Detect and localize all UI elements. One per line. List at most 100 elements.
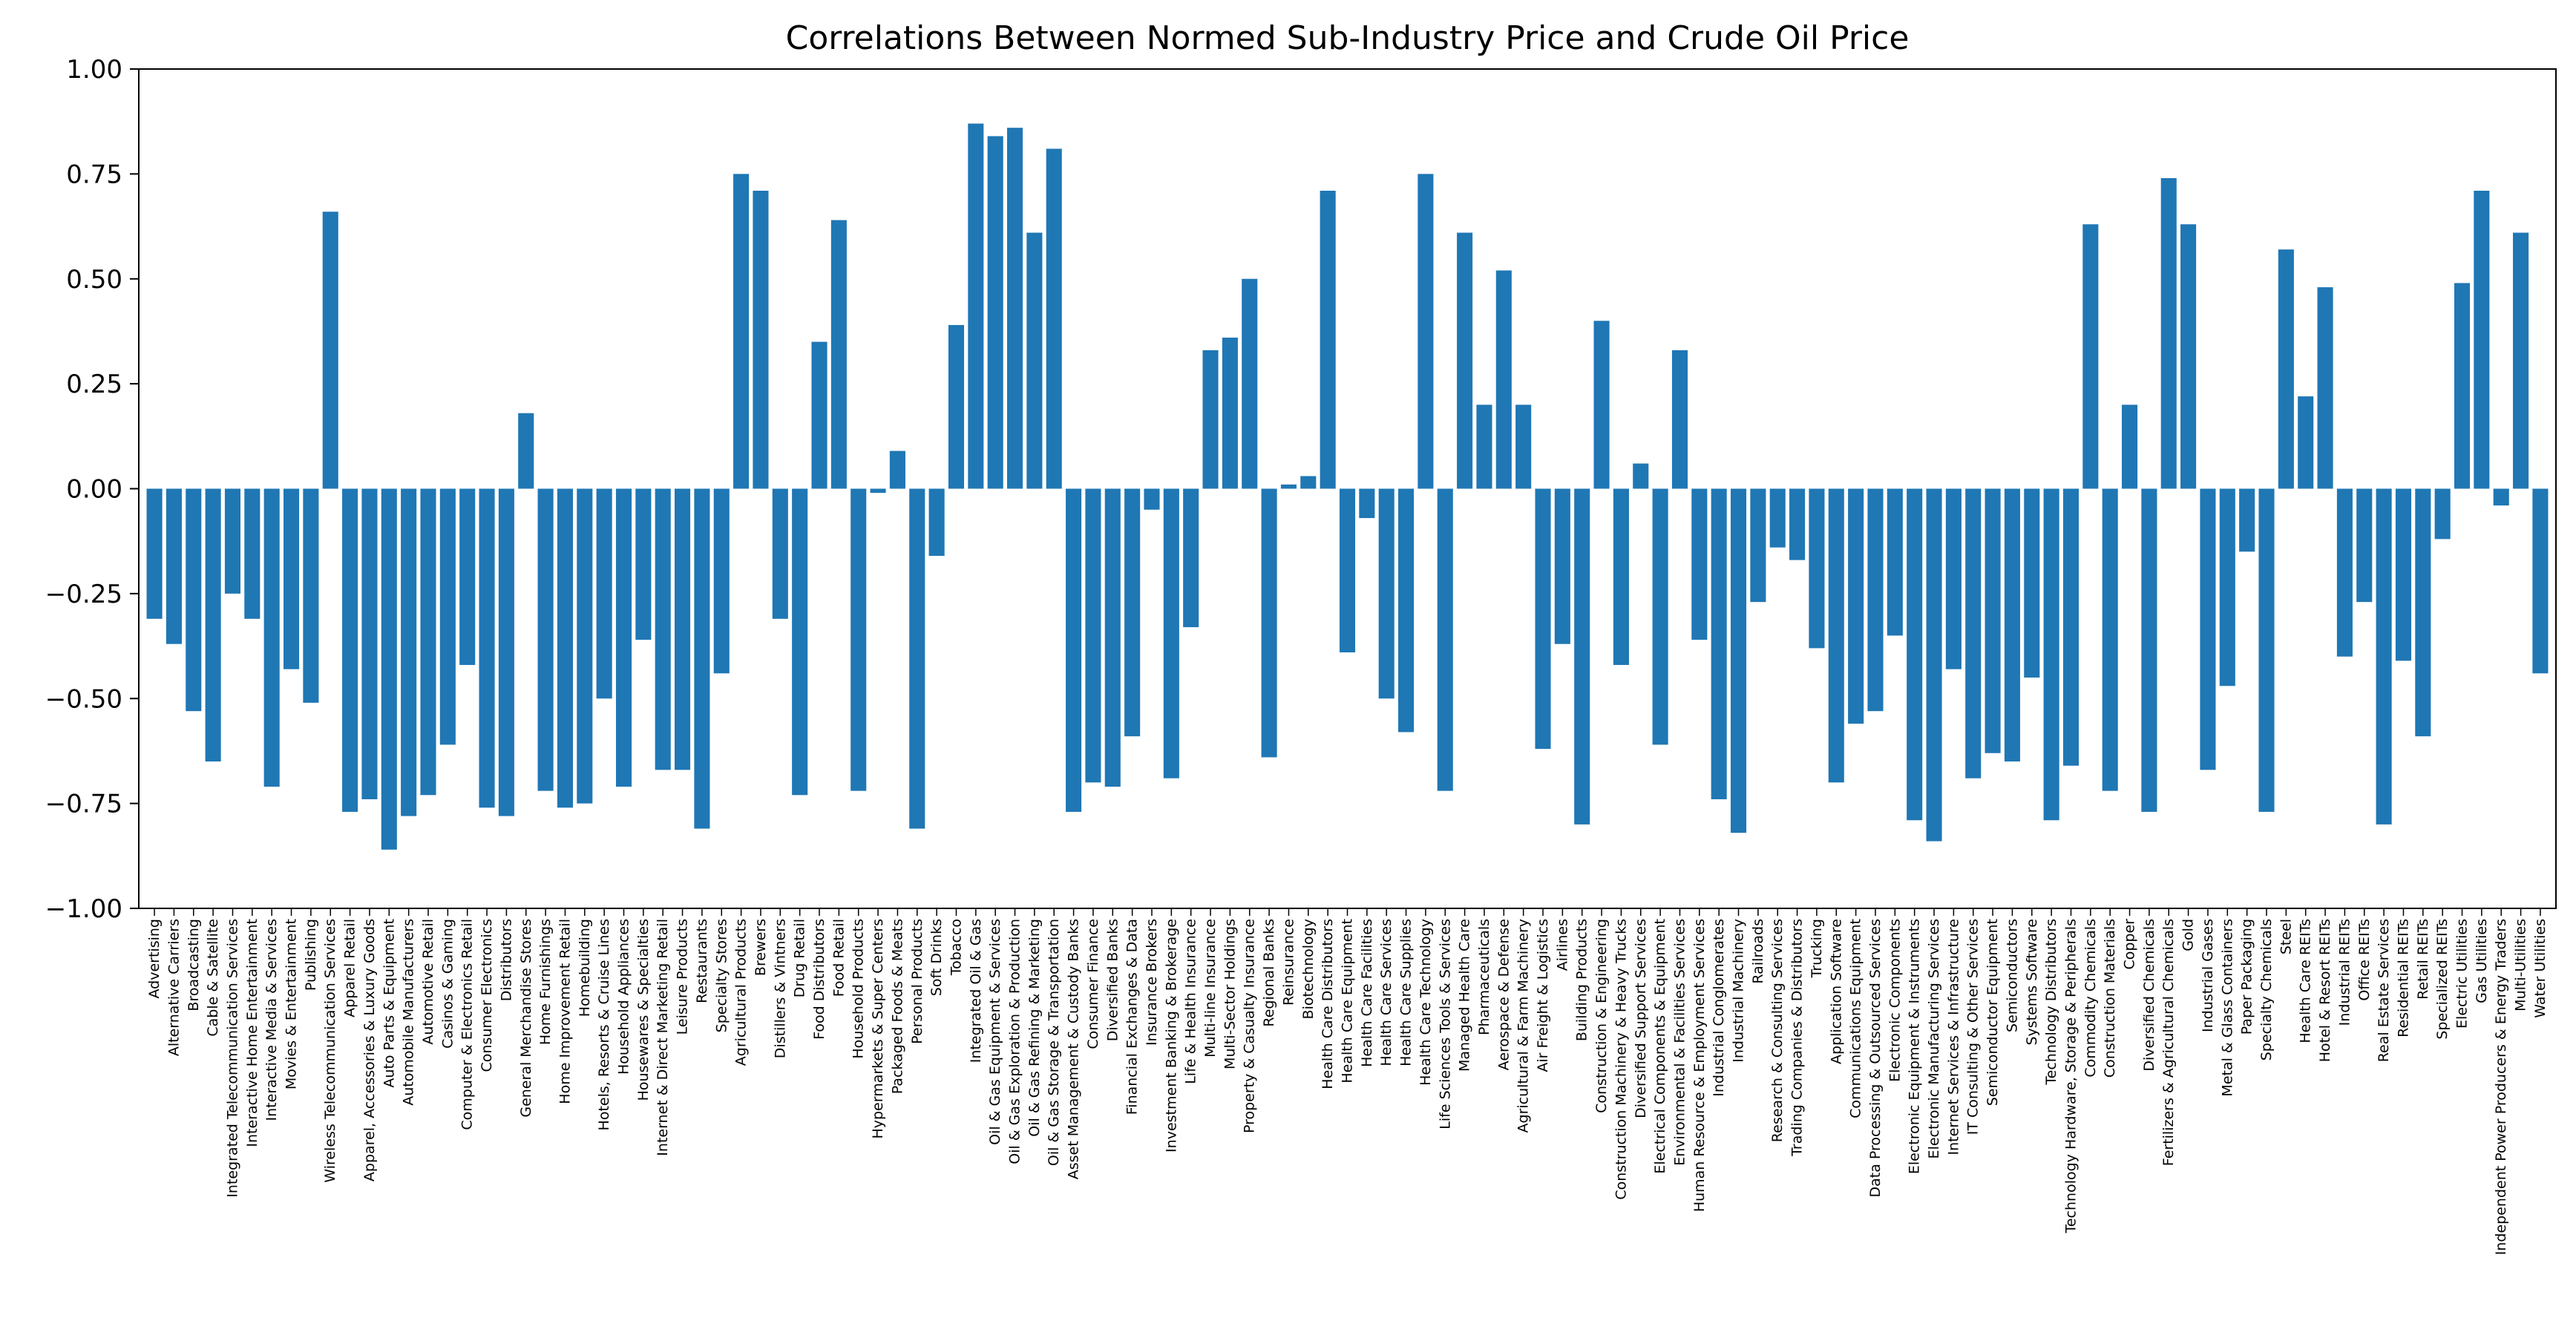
x-tick-label: Retail REITs bbox=[2415, 919, 2431, 1000]
bar bbox=[2336, 488, 2353, 657]
x-tick-label: Residential REITs bbox=[2395, 919, 2411, 1038]
y-tick-label: 0.75 bbox=[66, 160, 122, 189]
x-tick-label: Hypermarkets & Super Centers bbox=[870, 919, 886, 1139]
bar bbox=[361, 488, 378, 799]
bar bbox=[870, 488, 886, 494]
bar bbox=[401, 488, 417, 816]
bar bbox=[2102, 488, 2118, 791]
x-tick-label: Health Care Services bbox=[1378, 919, 1394, 1066]
bar bbox=[1085, 488, 1101, 783]
bar-group bbox=[146, 123, 2549, 850]
x-tick-label: Homebuilding bbox=[577, 919, 593, 1017]
x-tick-label: Industrial Machinery bbox=[1731, 919, 1747, 1063]
x-tick-label: Health Care Equipment bbox=[1340, 919, 1356, 1084]
x-tick-label: Apparel Retail bbox=[342, 919, 358, 1017]
x-tick-label: Application Software bbox=[1828, 919, 1844, 1064]
x-tick-label: Publishing bbox=[303, 919, 319, 991]
y-tick-label: −0.25 bbox=[45, 580, 122, 609]
bar bbox=[713, 488, 730, 674]
bar bbox=[1809, 488, 1825, 649]
bar bbox=[557, 488, 573, 808]
plot-frame bbox=[138, 68, 2557, 909]
x-tick-label: Movies & Entertainment bbox=[284, 919, 300, 1089]
x-tick-label: Drug Retail bbox=[792, 919, 808, 997]
x-tick-label: Cable & Satellite bbox=[205, 919, 221, 1037]
bar bbox=[2004, 488, 2020, 762]
bar bbox=[2160, 178, 2177, 489]
bar bbox=[2454, 283, 2471, 489]
x-tick-label: Oil & Gas Storage & Transportation bbox=[1046, 919, 1062, 1166]
bar bbox=[420, 488, 436, 796]
x-tick-label: Automobile Manufacturers bbox=[401, 919, 417, 1106]
x-tick-label: Health Care Technology bbox=[1418, 919, 1434, 1086]
x-tick-label: Household Products bbox=[851, 919, 867, 1059]
x-tick-label: Health Care REITs bbox=[2298, 919, 2314, 1043]
x-tick-label: Research & Consulting Services bbox=[1769, 919, 1786, 1142]
bar bbox=[2082, 224, 2099, 489]
bar bbox=[909, 488, 925, 829]
bar bbox=[1613, 488, 1629, 666]
bar bbox=[2376, 488, 2392, 825]
bar bbox=[1261, 488, 1277, 758]
x-tick-label: Auto Parts & Equipment bbox=[381, 919, 397, 1088]
x-tick-label: Oil & Gas Exploration & Production bbox=[1007, 919, 1023, 1164]
x-tick-label: Gas Utilities bbox=[2474, 919, 2490, 1003]
x-tick-label: Food Distributors bbox=[811, 919, 827, 1040]
bar bbox=[244, 488, 260, 619]
bar bbox=[596, 488, 612, 699]
x-tick-label: Specialty Chemicals bbox=[2258, 919, 2275, 1061]
bar bbox=[1320, 190, 1336, 489]
x-tick-label: Computer & Electronics Retail bbox=[459, 919, 476, 1130]
x-tick-label: Home Furnishings bbox=[537, 919, 554, 1045]
bar bbox=[1222, 337, 1238, 489]
x-tick-label: Semiconductors bbox=[2004, 919, 2020, 1032]
bar bbox=[753, 190, 769, 489]
x-tick-label: Electric Utilities bbox=[2454, 919, 2471, 1029]
bar bbox=[322, 212, 338, 489]
x-tick-label: Diversified Banks bbox=[1104, 919, 1121, 1041]
x-axis: Advertising Alternative Carriers Broadcast… bbox=[146, 908, 2549, 1255]
bar bbox=[1535, 488, 1551, 750]
bar bbox=[2024, 488, 2040, 678]
x-tick-label: Construction & Engineering bbox=[1593, 919, 1610, 1113]
bar bbox=[1926, 488, 1942, 842]
bar bbox=[1671, 350, 1688, 489]
x-tick-label: Commodity Chemicals bbox=[2082, 919, 2099, 1078]
bar bbox=[1730, 488, 1747, 833]
x-tick-label: Leisure Products bbox=[675, 919, 691, 1035]
bar bbox=[1124, 488, 1141, 737]
x-tick-label: Distributors bbox=[498, 919, 514, 1001]
x-tick-label: Automotive Retail bbox=[420, 919, 436, 1045]
bar bbox=[1359, 488, 1375, 519]
x-tick-label: Agricultural Products bbox=[733, 919, 750, 1066]
bar bbox=[1418, 174, 1434, 489]
y-axis: −1.00 −0.75 −0.50 −0.25 0.00 0.25 0.50 0.75 1.00 bbox=[45, 55, 139, 924]
bar bbox=[615, 488, 632, 787]
bar bbox=[655, 488, 671, 770]
bar bbox=[772, 488, 788, 619]
bar bbox=[186, 488, 202, 712]
bar bbox=[968, 123, 984, 489]
x-tick-label: Technology Hardware, Storage & Periphera… bbox=[2062, 919, 2079, 1234]
x-tick-label: Internet & Direct Marketing Retail bbox=[655, 919, 671, 1156]
bar bbox=[439, 488, 456, 745]
bar bbox=[1144, 488, 1160, 510]
x-tick-label: Hotel & Resort REITs bbox=[2317, 919, 2333, 1062]
x-tick-label: Integrated Oil & Gas bbox=[968, 919, 984, 1063]
bar bbox=[518, 413, 534, 489]
x-tick-label: Apparel, Accessories & Luxury Goods bbox=[361, 919, 378, 1181]
x-tick-label: Interactive Media & Services bbox=[263, 919, 280, 1121]
bar bbox=[889, 450, 905, 489]
x-tick-label: Investment Banking & Brokerage bbox=[1163, 919, 1179, 1153]
x-tick-label: Railroads bbox=[1750, 919, 1766, 984]
bar bbox=[635, 488, 652, 640]
x-tick-label: Industrial REITs bbox=[2336, 919, 2353, 1026]
x-tick-label: Casinos & Gaming bbox=[439, 919, 456, 1049]
x-tick-label: Steel bbox=[2278, 919, 2294, 954]
bar bbox=[165, 488, 182, 644]
bar bbox=[2395, 488, 2412, 661]
bar bbox=[2434, 488, 2451, 540]
x-tick-label: Integrated Telecommunication Services bbox=[224, 919, 240, 1198]
x-tick-label: Multi-Sector Holdings bbox=[1222, 919, 1238, 1069]
bar bbox=[1457, 232, 1473, 489]
